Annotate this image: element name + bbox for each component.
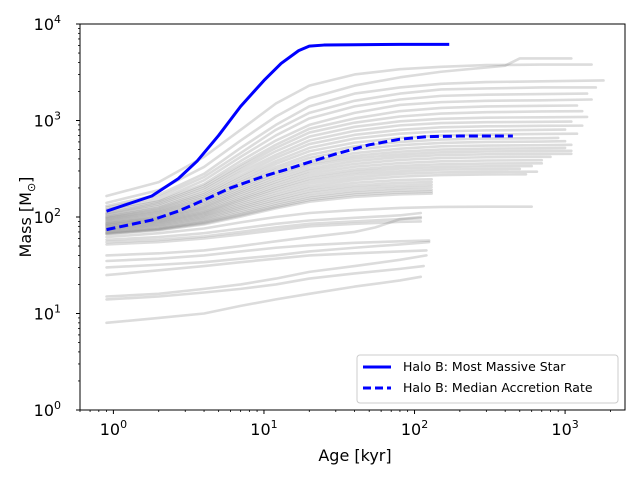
background-track xyxy=(105,275,423,325)
background-track xyxy=(105,79,605,208)
background-track xyxy=(105,215,423,257)
background-track xyxy=(105,158,544,227)
y-tick-label: 103 xyxy=(34,110,61,131)
legend-label-median-accretion: Halo B: Median Accretion Rate xyxy=(403,380,593,395)
background-track xyxy=(105,149,573,225)
background-track xyxy=(105,173,528,231)
background-track xyxy=(105,190,433,236)
background-track xyxy=(105,205,533,239)
y-tick-label: 102 xyxy=(34,206,61,227)
x-axis-ticks: 100 101 102 103 xyxy=(79,410,611,439)
x-tick-label: 102 xyxy=(401,418,428,439)
y-tick-label: 101 xyxy=(34,303,61,324)
background-tracks xyxy=(105,57,605,325)
background-track xyxy=(105,167,522,230)
background-track xyxy=(105,128,567,220)
y-axis-label-sub: ⊙ xyxy=(25,183,38,192)
background-track xyxy=(105,183,433,234)
y-tick-label: 104 xyxy=(34,13,61,34)
x-axis-label: Age [kyr] xyxy=(318,446,391,465)
legend: Halo B: Most Massive Star Halo B: Median… xyxy=(356,354,619,404)
background-track xyxy=(105,180,433,233)
background-track xyxy=(105,240,431,269)
background-track xyxy=(105,146,567,224)
background-track xyxy=(105,264,425,301)
background-track xyxy=(105,155,552,227)
background-track xyxy=(105,86,598,209)
series-median-accretion-rate xyxy=(106,134,513,232)
y-axis-ticks: 100 101 102 103 104 xyxy=(34,13,80,420)
background-track xyxy=(105,254,428,298)
background-track xyxy=(105,216,423,244)
background-track xyxy=(105,192,433,236)
x-tick-label: 100 xyxy=(100,418,127,439)
background-track xyxy=(105,249,428,277)
y-tick-label: 100 xyxy=(34,399,61,420)
background-track xyxy=(105,92,589,211)
background-track xyxy=(105,124,584,219)
background-track xyxy=(105,136,560,221)
background-track xyxy=(105,109,584,216)
background-track xyxy=(105,188,433,235)
y-axis-label: Mass [M⊙] xyxy=(16,177,38,258)
background-track xyxy=(105,177,433,232)
legend-box xyxy=(356,354,619,404)
x-tick-label: 103 xyxy=(551,418,578,439)
background-track xyxy=(105,239,431,263)
series-most-massive-star xyxy=(106,42,450,213)
background-track xyxy=(105,115,589,217)
background-track xyxy=(105,120,573,218)
background-track xyxy=(105,162,544,228)
background-track xyxy=(105,211,423,242)
y-axis-label-close: ] xyxy=(16,177,35,183)
background-track xyxy=(105,220,423,246)
background-track xyxy=(105,170,539,230)
legend-label-most-massive: Halo B: Most Massive Star xyxy=(403,359,566,374)
series-group xyxy=(106,42,513,232)
background-track xyxy=(105,164,533,229)
x-tick-label: 101 xyxy=(250,418,277,439)
background-track xyxy=(105,104,579,215)
background-track xyxy=(105,98,593,213)
background-track xyxy=(105,185,433,234)
background-track xyxy=(105,57,573,205)
background-track xyxy=(105,132,579,221)
background-track xyxy=(105,152,573,226)
